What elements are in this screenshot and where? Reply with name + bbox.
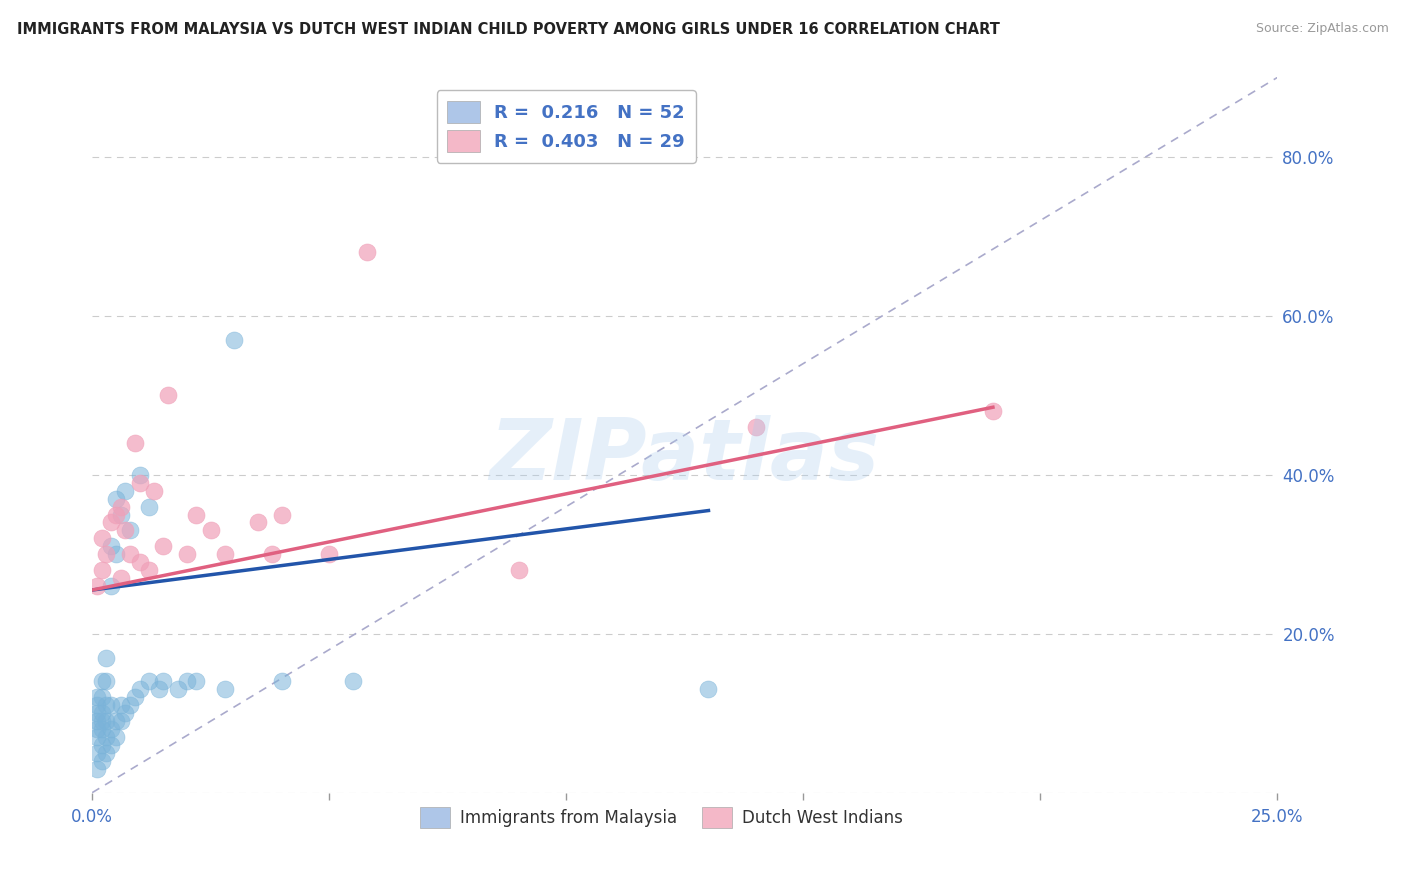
Point <box>104 491 127 506</box>
Point <box>247 516 270 530</box>
Point <box>148 682 170 697</box>
Point <box>152 539 174 553</box>
Point <box>90 754 112 768</box>
Point <box>86 690 108 705</box>
Point <box>90 714 112 728</box>
Point <box>270 674 292 689</box>
Point <box>90 690 112 705</box>
Point <box>318 547 340 561</box>
Point <box>166 682 188 697</box>
Point <box>152 674 174 689</box>
Point <box>86 706 108 721</box>
Point <box>186 508 208 522</box>
Point <box>110 698 132 713</box>
Point <box>128 475 150 490</box>
Point <box>138 563 160 577</box>
Point <box>104 547 127 561</box>
Point <box>110 500 132 514</box>
Point <box>96 650 118 665</box>
Point <box>128 555 150 569</box>
Point <box>114 524 136 538</box>
Point <box>86 714 108 728</box>
Text: Source: ZipAtlas.com: Source: ZipAtlas.com <box>1256 22 1389 36</box>
Point <box>104 730 127 744</box>
Point <box>100 722 122 736</box>
Point <box>96 730 118 744</box>
Point <box>157 388 180 402</box>
Point <box>128 682 150 697</box>
Point <box>745 420 768 434</box>
Point <box>86 762 108 776</box>
Point <box>214 682 236 697</box>
Point <box>86 579 108 593</box>
Point <box>120 698 142 713</box>
Point <box>90 722 112 736</box>
Point <box>86 698 108 713</box>
Point <box>100 698 122 713</box>
Point <box>114 706 136 721</box>
Point <box>110 714 132 728</box>
Legend: Immigrants from Malaysia, Dutch West Indians: Immigrants from Malaysia, Dutch West Ind… <box>413 801 910 834</box>
Point <box>138 500 160 514</box>
Point <box>176 674 198 689</box>
Point <box>104 508 127 522</box>
Point <box>90 563 112 577</box>
Point <box>138 674 160 689</box>
Point <box>100 738 122 752</box>
Point <box>120 547 142 561</box>
Point <box>96 547 118 561</box>
Text: ZIPatlas: ZIPatlas <box>489 415 880 498</box>
Point <box>697 682 720 697</box>
Point <box>120 524 142 538</box>
Point <box>142 483 165 498</box>
Point <box>214 547 236 561</box>
Point <box>356 245 378 260</box>
Point <box>981 404 1004 418</box>
Point <box>90 674 112 689</box>
Point <box>262 547 284 561</box>
Point <box>342 674 364 689</box>
Point <box>96 674 118 689</box>
Point <box>128 467 150 482</box>
Point <box>110 508 132 522</box>
Point <box>110 571 132 585</box>
Point <box>176 547 198 561</box>
Point <box>96 698 118 713</box>
Point <box>114 483 136 498</box>
Point <box>86 730 108 744</box>
Point <box>200 524 222 538</box>
Point <box>186 674 208 689</box>
Point <box>96 746 118 760</box>
Point <box>124 436 146 450</box>
Point <box>508 563 530 577</box>
Point <box>86 746 108 760</box>
Point <box>100 516 122 530</box>
Point <box>90 532 112 546</box>
Point <box>100 539 122 553</box>
Point <box>224 333 246 347</box>
Text: IMMIGRANTS FROM MALAYSIA VS DUTCH WEST INDIAN CHILD POVERTY AMONG GIRLS UNDER 16: IMMIGRANTS FROM MALAYSIA VS DUTCH WEST I… <box>17 22 1000 37</box>
Point <box>86 722 108 736</box>
Point <box>96 714 118 728</box>
Point <box>90 706 112 721</box>
Point <box>270 508 292 522</box>
Point <box>104 714 127 728</box>
Point <box>90 738 112 752</box>
Point <box>124 690 146 705</box>
Point <box>100 579 122 593</box>
